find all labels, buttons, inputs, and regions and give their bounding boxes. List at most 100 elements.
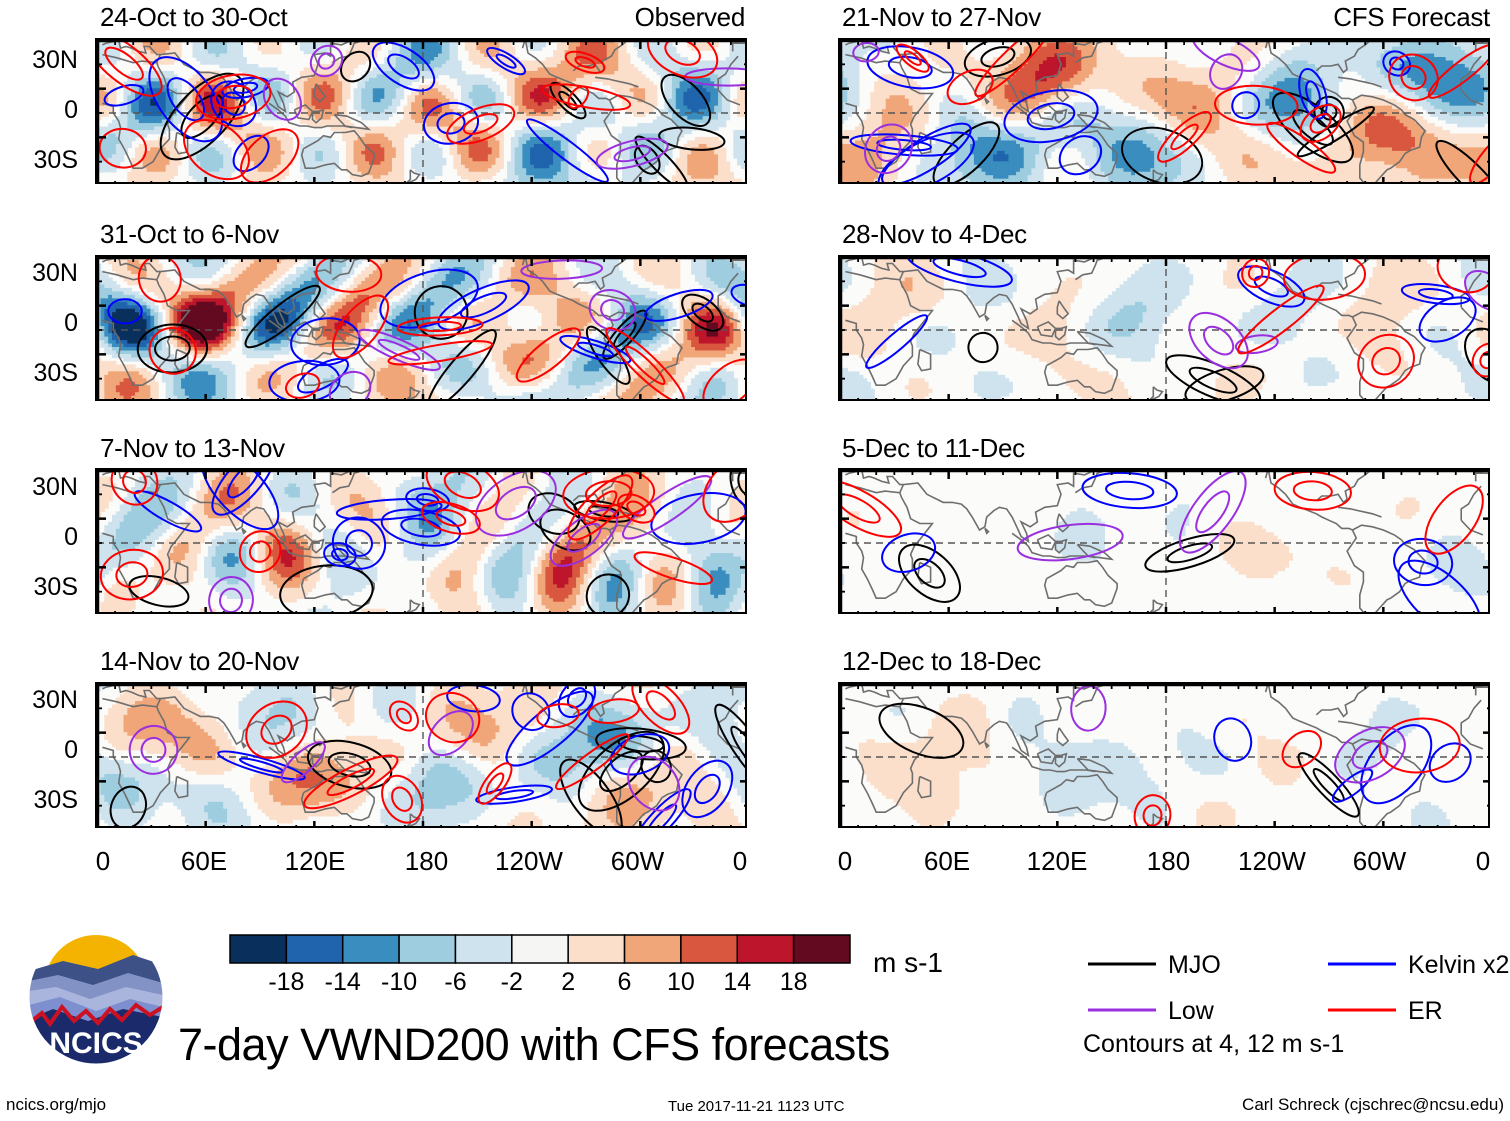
coastline [1315, 257, 1372, 291]
contour-er [633, 551, 714, 585]
coastline [917, 131, 932, 155]
coastline [1011, 319, 1096, 346]
contour-mjo [1184, 365, 1265, 399]
contour-er [446, 103, 516, 145]
contour-inner [645, 690, 676, 721]
contour-inner [248, 540, 272, 563]
x-ticklabel-r-0: 0 [805, 848, 885, 874]
coastline [1337, 293, 1382, 305]
panel-title-cfs-2: 28-Nov to 4-Dec [842, 221, 1027, 247]
x-ticklabel-l-60e: 60E [164, 848, 244, 874]
contour-er [1237, 284, 1325, 355]
colorbar-segment [511, 934, 569, 964]
y-ticklabel-30n-r3: 30N [0, 475, 78, 500]
colorbar-segment [736, 934, 795, 964]
y-ticklabel-0-r3: 0 [0, 525, 78, 550]
contour-er [195, 73, 272, 121]
legend-label-mjo: MJO [1168, 951, 1221, 979]
x-ticklabel-r-120w: 120W [1227, 848, 1317, 874]
contour-mjo [427, 329, 497, 399]
contour-inner [1479, 350, 1488, 370]
x-ticklabel-r-0b: 0 [1443, 848, 1510, 874]
contour-inner [485, 772, 505, 795]
y-ticklabel-30n-r1: 30N [0, 48, 78, 73]
coastline [603, 94, 683, 182]
contour-er [617, 493, 656, 524]
colorbar-ticklabel: -18 [268, 968, 304, 996]
coastline [1149, 599, 1164, 612]
contour-mjo [898, 543, 961, 603]
contour-er [477, 762, 513, 805]
contour-low [280, 741, 326, 784]
coastline [845, 483, 1484, 599]
contour-er [148, 327, 197, 375]
contour-inner [913, 557, 946, 589]
figure-main-title: 7-day VWND200 with CFS forecasts [178, 1022, 890, 1067]
panel-title-cfs-3: 5-Dec to 11-Dec [842, 435, 1025, 461]
contour-low [852, 42, 880, 63]
contour-inner [1309, 113, 1332, 134]
legend-label-kelvin-x2: Kelvin x2 [1408, 951, 1509, 979]
coastline [313, 513, 327, 533]
colorbar-ticklabel: 2 [561, 968, 575, 996]
contour-low [588, 289, 637, 332]
x-ticklabel-l-0: 0 [63, 848, 143, 874]
x-ticklabel-r-120e: 120E [1012, 848, 1102, 874]
contour-inner [1170, 123, 1199, 151]
contour-inner [326, 767, 376, 797]
coastline [917, 775, 932, 799]
contour-kelvin-x2 [866, 45, 955, 90]
contour-low [595, 137, 669, 170]
contour-mjo [932, 121, 1001, 182]
contour-inner [1142, 804, 1163, 826]
contour-inner [104, 46, 144, 81]
coastline [300, 773, 375, 822]
coastline [1011, 532, 1096, 559]
coastline [1074, 470, 1103, 494]
contour-inner [344, 529, 374, 557]
contour-kelvin-x2 [486, 46, 527, 76]
panel-title-cfs-1: 21-Nov to 27-Nov [842, 4, 1041, 30]
map-panel [95, 682, 747, 828]
axis-ticks [97, 684, 745, 826]
contour-mjo [729, 470, 745, 508]
coastline [331, 684, 360, 708]
contour-er [98, 127, 147, 169]
panel-title-obs-3: 7-Nov to 13-Nov [100, 435, 285, 461]
contour-kelvin-x2 [681, 759, 734, 819]
contour-mjo [634, 135, 689, 182]
contour-inner [875, 135, 902, 162]
column-header-cfs: CFS Forecast [1190, 4, 1490, 30]
coastline [1337, 506, 1382, 518]
coastline [333, 113, 372, 131]
contour-er [97, 40, 163, 97]
contour-kelvin-x2 [730, 283, 745, 308]
contour-inner [1305, 80, 1321, 108]
coastline [268, 319, 353, 346]
contour-inner [1166, 542, 1214, 564]
contour-kelvin-x2 [211, 470, 276, 516]
contour-kelvin-x2 [1231, 91, 1261, 120]
contour-kelvin-x2 [650, 492, 745, 545]
coastline [313, 727, 327, 747]
coastline [174, 775, 189, 799]
contour-mjo [681, 293, 725, 332]
map-panel [95, 468, 747, 614]
coastline [1337, 76, 1382, 88]
coastline [1149, 386, 1164, 399]
footer-site-link[interactable]: ncics.org/mjo [6, 1096, 106, 1113]
contour-kelvin-x2 [1393, 537, 1454, 587]
contour-mjo [714, 703, 745, 795]
x-ticklabel-l-180: 180 [384, 848, 469, 874]
contour-kelvin-x2 [379, 268, 479, 329]
contour-kelvin-x2 [559, 334, 632, 365]
coastline [293, 320, 314, 338]
contour-kelvin-x2 [1382, 50, 1412, 77]
coastline [241, 314, 247, 322]
coastline [984, 741, 990, 749]
contour-kelvin-x2 [1400, 283, 1471, 306]
contour-er [1424, 484, 1484, 555]
contour-er [1357, 333, 1415, 389]
y-ticklabel-30s-r2: 30S [0, 361, 78, 386]
colorbar-segment [792, 934, 851, 964]
